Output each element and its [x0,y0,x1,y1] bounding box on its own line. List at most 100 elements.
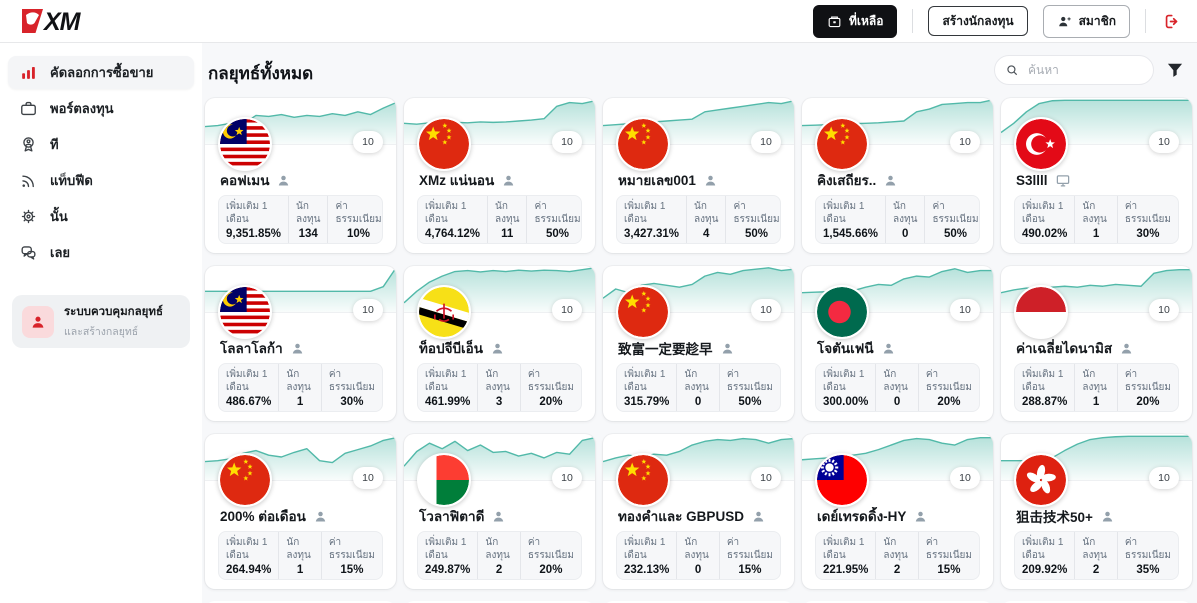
sidebar-item-4[interactable]: นั้น [8,200,194,233]
strategy-stats: เพิ่มเติม 1 เดือน 221.95% นักลงทุน 2 ค่า… [815,531,980,580]
strategy-card-12[interactable]: 10 ทองคำและ GBPUSD เพิ่มเติม 1 เดือน 232… [603,434,794,589]
strategy-card-4[interactable]: 10 S3llll เพิ่มเติม 1 เดือน 490.02% นักล… [1001,98,1192,253]
member-button-label: สมาชิก [1078,14,1116,28]
sidebar-strategy-manager-card[interactable]: ระบบควบคุมกลยุทธ์ และสร้างกลยุทธ์ [12,295,190,348]
sidebar: คัดลอกการซื้อขาย พอร์ตลงทุน ที แท็บฟีด น… [0,43,202,603]
gain-value: 490.02% [1022,227,1068,240]
balance-button-label: ที่เหลือ [848,14,884,28]
sidebar-item-3[interactable]: แท็บฟีด [8,164,194,197]
strategy-stats: เพิ่มเติม 1 เดือน 4,764.12% นักลงทุน 11 … [417,195,582,244]
gain-label: เพิ่มเติม 1 เดือน [823,369,865,393]
brunei-flag-avatar [417,285,471,339]
strategy-card-3[interactable]: 10 คิงเสถียร.. เพิ่มเติม 1 เดือน 1,545.6… [802,98,993,253]
turkey-flag-avatar [1014,117,1068,171]
strategy-card-0[interactable]: 10 คอฟเมน เพิ่มเติม 1 เดือน 9,351.85% นั… [205,98,396,253]
person-icon [751,509,766,524]
strategy-card-10[interactable]: 10 200% ต่อเดือน เพิ่มเติม 1 เดือน 264.9… [205,434,396,589]
medal-icon [18,135,38,155]
search-box [994,55,1154,85]
strategy-card-14[interactable]: 10 狙击技术50+ เพิ่มเติม 1 เดือน 209.92% นัก… [1001,434,1192,589]
investors-label: นักลงทุน [495,201,520,225]
fee-label: ค่า​ธรรมเนียม [932,201,979,225]
risk-badge: 10 [751,299,781,321]
search-input[interactable] [1026,62,1143,78]
china-flag-avatar [616,117,670,171]
strategy-card-7[interactable]: 10 致富一定要趁早 เพิ่มเติม 1 เดือน 315.79% นัก… [603,266,794,421]
strategy-card-1[interactable]: 10 XMz แน่นอน เพิ่มเติม 1 เดือน 4,764.12… [404,98,595,253]
sidebar-item-5[interactable]: เลย [8,236,194,269]
hongkong-flag-avatar [1014,453,1068,507]
person-icon [913,509,928,524]
fee-value: 50% [944,227,968,240]
risk-badge: 10 [552,299,582,321]
china-flag-avatar [616,285,670,339]
investors-label: นักลงทุน [286,537,311,561]
briefcase-icon [18,99,38,119]
balance-button[interactable]: ที่เหลือ [812,4,898,38]
strategy-stats: เพิ่มเติม 1 เดือน 232.13% นักลงทุน 0 ค่า… [616,531,781,580]
risk-badge: 10 [950,467,980,489]
strategy-stats: เพิ่มเติม 1 เดือน 486.67% นักลงทุน 1 ค่า… [218,363,383,412]
logout-icon[interactable] [1161,10,1183,32]
strategy-grid: 10 คอฟเมน เพิ่มเติม 1 เดือน 9,351.85% นั… [205,98,1192,589]
investors-label: นักลงทุน [1082,537,1107,561]
topbar: XM ที่เหลือ สร้างนักลงทุน [0,0,1197,43]
malaysia-flag-avatar [218,285,272,339]
investors-value: 3 [495,395,503,408]
strategy-card-11[interactable]: 10 โวลาฟิตาดี เพิ่มเติม 1 เดือน 249.87% … [404,434,595,589]
create-investor-button[interactable]: สร้างนักลงทุน [928,6,1028,36]
fee-value: 35% [1136,563,1160,576]
topbar-divider [1145,9,1146,33]
filter-icon[interactable] [1165,60,1185,80]
sidebar-menu: คัดลอกการซื้อขาย พอร์ตลงทุน ที แท็บฟีด น… [0,56,202,269]
sidebar-item-0[interactable]: คัดลอกการซื้อขาย [8,56,194,89]
strategy-card-5[interactable]: 10 โลลาโลก้า เพิ่มเติม 1 เดือน 486.67% น… [205,266,396,421]
gain-label: เพิ่มเติม 1 เดือน [226,537,268,561]
fee-label: ค่า​ธรรมเนียม [527,537,575,561]
person-icon [491,509,506,524]
risk-badge: 10 [1149,467,1179,489]
gain-value: 221.95% [823,563,869,576]
fee-label: ค่า​ธรรมเนียม [925,537,973,561]
person-icon [290,341,305,356]
person-icon [22,305,54,338]
sidebar-item-1[interactable]: พอร์ตลงทุน [8,92,194,125]
next-row-peek [205,601,1192,603]
china-flag-avatar [815,117,869,171]
fee-value: 20% [1136,395,1160,408]
fee-label: ค่า​ธรรมเนียม [733,201,780,225]
page-title: กลยุทธ์ทั้งหมด [208,64,314,83]
investors-value: 134 [298,227,318,240]
risk-badge: 10 [1149,131,1179,153]
wallet-icon [827,14,842,29]
fee-value: 30% [340,395,364,408]
strategy-card-8[interactable]: 10 โจตันเฟนี เพิ่มเติม 1 เดือน 300.00% น… [802,266,993,421]
sidebar-item-2[interactable]: ที [8,128,194,161]
gear-icon [18,207,38,227]
gain-label: เพิ่มเติม 1 เดือน [425,201,467,225]
gain-label: เพิ่มเติม 1 เดือน [1022,369,1064,393]
investors-value: 0 [893,395,901,408]
investors-label: นักลงทุน [883,537,908,561]
risk-badge: 10 [353,467,383,489]
strategy-card-13[interactable]: 10 เดย์เทรดดิ้ง-HY เพิ่มเติม 1 เดือน 221… [802,434,993,589]
person-icon [1119,341,1134,356]
strategy-name: โจตันเฟนี [817,341,874,356]
strategy-card-9[interactable]: 10 ค่าเฉลี่ยไดนามิส เพิ่มเติม 1 เดือน 28… [1001,266,1192,421]
create-investor-button-label: สร้างนักลงทุน [942,14,1014,28]
member-button[interactable]: สมาชิก [1042,4,1130,38]
gain-value: 232.13% [624,563,670,576]
investors-label: นักลงทุน [893,201,918,225]
strategy-stats: เพิ่มเติม 1 เดือน 300.00% นักลงทุน 0 ค่า… [815,363,980,412]
gain-value: 486.67% [226,395,272,408]
investors-value: 1 [296,395,304,408]
person-add-icon [1057,14,1072,29]
strategy-card-2[interactable]: 10 หมายเลข001 เพิ่มเติม 1 เดือน 3,427.31… [603,98,794,253]
person-icon [703,173,718,188]
strategy-stats: เพิ่มเติม 1 เดือน 209.92% นักลงทุน 2 ค่า… [1014,531,1179,580]
gain-label: เพิ่มเติม 1 เดือน [1022,201,1064,225]
strategy-name: XMz แน่นอน [419,173,495,188]
investors-label: นักลงทุน [296,201,321,225]
risk-badge: 10 [751,467,781,489]
strategy-card-6[interactable]: 10 ท็อปจีบีเอ็น เพิ่มเติม 1 เดือน 461.99… [404,266,595,421]
